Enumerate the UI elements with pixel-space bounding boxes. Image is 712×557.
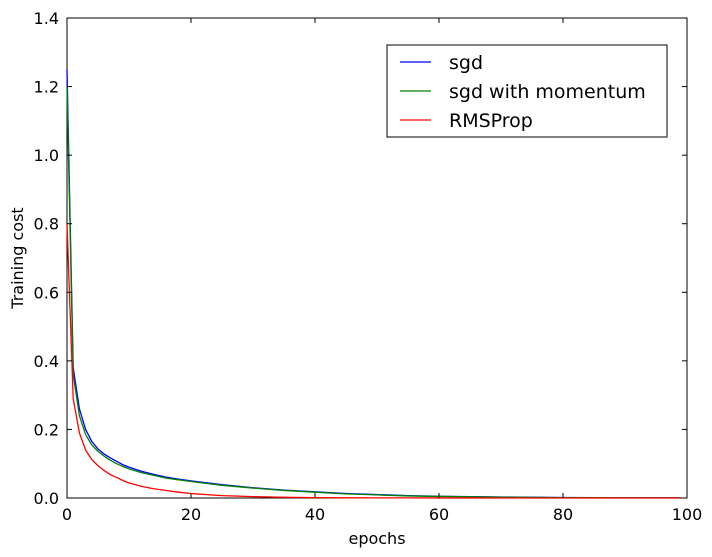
y-tick-label: 1.2 bbox=[34, 78, 59, 97]
y-axis-label: Training cost bbox=[8, 207, 27, 309]
series-line-3 bbox=[66, 223, 681, 499]
legend-label-1: sgd bbox=[449, 52, 483, 74]
legend-label-2: sgd with momentum bbox=[449, 81, 646, 103]
y-tick-label: 0.8 bbox=[34, 215, 59, 234]
y-tick-label: 0.4 bbox=[34, 352, 59, 371]
y-tick-label: 1.4 bbox=[34, 9, 59, 28]
y-tick-label: 0.0 bbox=[34, 489, 59, 508]
series-group bbox=[66, 69, 681, 499]
x-tick-label: 80 bbox=[553, 505, 573, 524]
x-tick-label: 60 bbox=[429, 505, 449, 524]
y-tick-label: 0.2 bbox=[34, 420, 59, 439]
y-tick-label: 0.6 bbox=[34, 283, 59, 302]
x-tick-label: 100 bbox=[672, 505, 703, 524]
legend: sgd sgd with momentum RMSProp bbox=[386, 44, 668, 138]
legend-box bbox=[386, 44, 668, 138]
ticks-group: 0 20 40 60 80 100 0.0 0.2 0.4 0.6 0.8 1.0 1.2 1.4 bbox=[34, 9, 703, 524]
x-tick-label: 20 bbox=[181, 505, 201, 524]
x-tick-label: 40 bbox=[305, 505, 325, 524]
x-tick-label: 0 bbox=[62, 505, 72, 524]
y-tick-label: 1.0 bbox=[34, 146, 59, 165]
legend-label-3: RMSProp bbox=[449, 110, 533, 132]
x-axis-label: epochs bbox=[348, 529, 405, 548]
